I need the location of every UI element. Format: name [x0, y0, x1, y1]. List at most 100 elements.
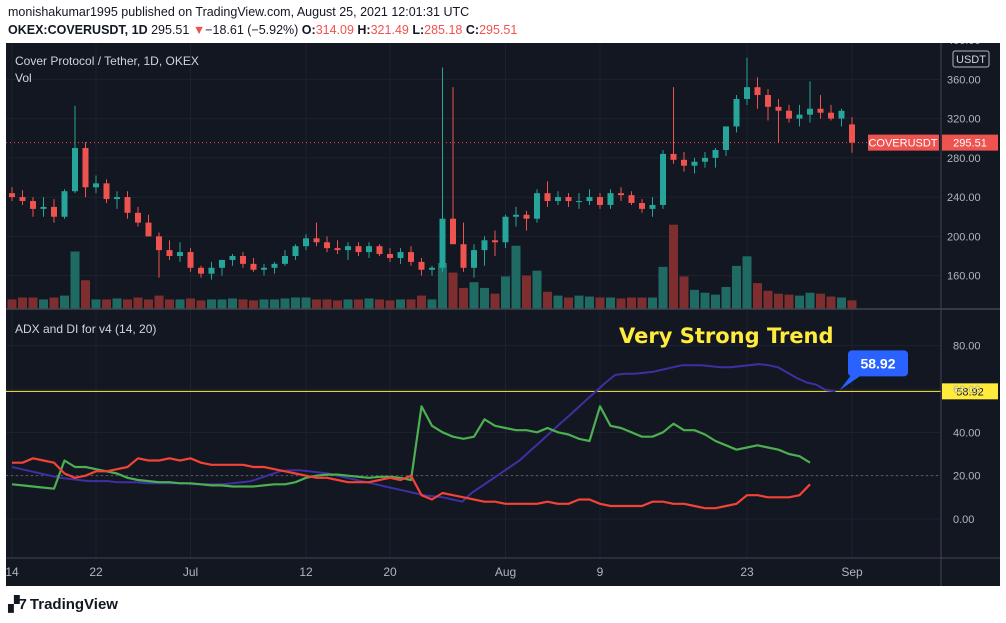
volume-bar — [270, 299, 279, 309]
volume-bar — [501, 276, 510, 309]
candle-body — [397, 252, 404, 258]
volume-bar — [784, 294, 794, 309]
volume-bar — [742, 256, 752, 309]
candle-body — [219, 259, 225, 268]
candle-body — [9, 193, 15, 198]
chart-svg[interactable]: COVERUSDT 295.51 58.92 58.92 14 22 Jul 12 20 Au… — [6, 43, 1000, 586]
volume-bar — [480, 287, 489, 309]
candle-body — [712, 149, 719, 158]
price-tick-label: 360.00 — [947, 74, 981, 86]
price-tick-label: 160.00 — [947, 271, 981, 283]
candle-body — [849, 124, 855, 143]
volume-bar — [648, 297, 657, 309]
volume-bar — [616, 298, 626, 309]
volume-bar — [301, 297, 311, 309]
volume-bar — [763, 290, 773, 309]
chart-area[interactable]: COVERUSDT 295.51 58.92 58.92 14 22 Jul 12 20 Au… — [6, 43, 1000, 586]
candle-body — [135, 212, 141, 223]
candle-body — [187, 252, 194, 268]
candle-body — [429, 267, 435, 270]
adx-tick-label: 80.00 — [953, 341, 981, 353]
candle-body — [754, 87, 761, 96]
volume-bar — [60, 295, 69, 309]
volume-bar — [396, 299, 405, 309]
volume-bar — [753, 283, 762, 309]
candle-body — [177, 252, 183, 256]
adx-value-tag-label: 58.92 — [956, 386, 984, 398]
footer: ▞7 TradingView — [8, 595, 118, 614]
volume-bar — [679, 276, 689, 309]
candle-body — [366, 246, 372, 253]
candle-body — [628, 195, 635, 203]
candle-body — [817, 108, 824, 113]
last-price: 295.51 — [151, 23, 190, 37]
volume-label: Vol — [15, 71, 32, 85]
candle-body — [156, 236, 162, 251]
volume-bar — [511, 245, 521, 309]
volume-bar — [564, 297, 573, 309]
volume-bar — [690, 289, 699, 309]
candle-body — [82, 148, 89, 188]
volume-bar — [417, 295, 426, 309]
candle-body — [324, 242, 330, 249]
di-plus-line — [11, 405, 811, 490]
candle-body — [114, 197, 120, 200]
candle-body — [555, 197, 561, 202]
candle-body — [292, 246, 299, 256]
volume-bar — [658, 266, 668, 309]
candle-body — [439, 218, 446, 268]
candle-body — [376, 246, 383, 255]
candle-body — [271, 263, 278, 268]
candle-body — [93, 183, 99, 188]
close-label: C: — [465, 23, 480, 37]
adx-pane: 58.92 58.92 — [6, 350, 998, 510]
symbol-tag-label: COVERUSDT — [868, 138, 937, 150]
candle-body — [775, 106, 782, 111]
x-tick-label: 23 — [740, 565, 754, 579]
candle-body — [313, 238, 320, 243]
candle-body — [576, 201, 582, 203]
volume-bar — [375, 299, 384, 309]
volume-bar — [123, 299, 132, 309]
callout-box — [848, 350, 908, 377]
change-value: −18.61 (−5.92%) — [205, 23, 299, 37]
volume-bar — [133, 297, 143, 309]
volume-bar — [186, 298, 195, 309]
volume-bar — [669, 224, 678, 309]
candle-body — [649, 204, 656, 209]
volume-bars — [7, 224, 857, 309]
candle-body — [534, 193, 540, 219]
volume-bar — [91, 299, 101, 309]
currency-badge[interactable]: USDT — [952, 50, 990, 68]
x-tick-label: Sep — [841, 565, 863, 579]
candle-body — [681, 159, 687, 166]
candle-body — [523, 214, 530, 219]
price-tick-label: 200.00 — [947, 231, 981, 243]
volume-bar — [847, 300, 857, 309]
candle-body — [334, 248, 341, 251]
candle-body — [597, 197, 603, 205]
candle-body — [145, 222, 152, 237]
adx-value-tag — [942, 383, 998, 400]
candle-body — [471, 250, 477, 268]
volume-bar — [805, 292, 815, 309]
candle-body — [30, 201, 36, 209]
volume-bar — [795, 295, 804, 309]
brand-name: TradingView — [29, 595, 118, 613]
candle-body — [565, 197, 572, 202]
indicator-title: ADX and DI for v4 (14, 20) — [15, 322, 156, 336]
candle-body — [345, 246, 351, 251]
volume-bar — [354, 299, 363, 309]
chart-background — [6, 43, 1000, 586]
publish-line: monishakumar1995 published on TradingVie… — [8, 5, 470, 19]
candle-body — [208, 267, 215, 274]
volume-bar — [28, 297, 38, 309]
volume-bar — [238, 299, 248, 309]
volume-bar — [490, 293, 500, 309]
candle-body — [198, 267, 204, 274]
very-strong-trend-annotation: Very Strong Trend — [619, 324, 834, 348]
volume-bar — [333, 300, 342, 309]
candle-body — [166, 250, 173, 256]
candle-body — [607, 193, 614, 205]
volume-bar — [721, 286, 731, 309]
